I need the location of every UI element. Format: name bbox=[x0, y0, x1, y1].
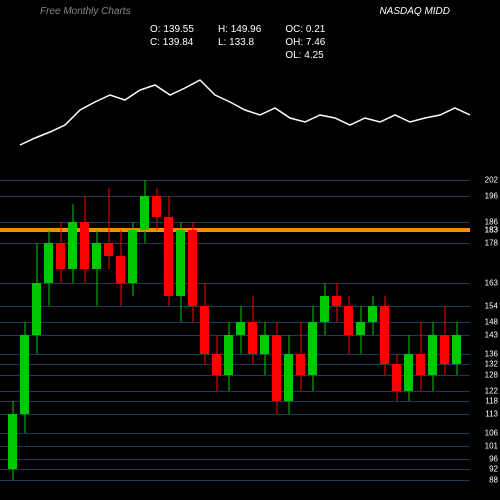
ohlc-h: H: 149.96 bbox=[218, 24, 261, 35]
header-right-text: NASDAQ MIDD bbox=[379, 6, 450, 17]
y-axis-label: 178 bbox=[485, 239, 498, 248]
y-axis-label: 106 bbox=[485, 428, 498, 437]
gridline bbox=[0, 354, 470, 355]
y-axis-label: 92 bbox=[489, 465, 498, 474]
chart-header: Free Monthly Charts NASDAQ MIDD bbox=[0, 6, 500, 17]
y-axis-label: 118 bbox=[485, 397, 498, 406]
ohlc-oc: OC: 0.21 bbox=[285, 24, 325, 35]
y-axis-label: 96 bbox=[489, 454, 498, 463]
gridline bbox=[0, 283, 470, 284]
gridline bbox=[0, 391, 470, 392]
y-axis-label: 113 bbox=[485, 410, 498, 419]
gridline bbox=[0, 335, 470, 336]
gridline bbox=[0, 414, 470, 415]
y-axis-label: 132 bbox=[485, 360, 498, 369]
gridline bbox=[0, 469, 470, 470]
gridline bbox=[0, 306, 470, 307]
ohlc-oh: OH: 7.46 bbox=[285, 37, 325, 48]
y-axis-label: 101 bbox=[485, 441, 498, 450]
y-axis-label: 143 bbox=[485, 331, 498, 340]
gridline bbox=[0, 196, 470, 197]
y-axis-label: 202 bbox=[485, 176, 498, 185]
gridline bbox=[0, 480, 470, 481]
y-axis-label: 148 bbox=[485, 318, 498, 327]
y-axis-label: 136 bbox=[485, 349, 498, 358]
gridline bbox=[0, 433, 470, 434]
y-axis-label: 183 bbox=[485, 226, 498, 235]
line-chart bbox=[0, 60, 470, 160]
header-left-text: Free Monthly Charts bbox=[40, 6, 131, 17]
ohlc-panel: O: 139.55 H: 149.96 OC: 0.21 C: 139.84 L… bbox=[150, 24, 325, 61]
y-axis-label: 196 bbox=[485, 191, 498, 200]
gridline bbox=[0, 180, 470, 181]
y-axis-label: 186 bbox=[485, 218, 498, 227]
ohlc-o: O: 139.55 bbox=[150, 24, 194, 35]
ohlc-c: C: 139.84 bbox=[150, 37, 194, 48]
gridline bbox=[0, 401, 470, 402]
gridline bbox=[0, 322, 470, 323]
y-axis-label: 88 bbox=[489, 476, 498, 485]
y-axis-labels: 8892961011061131181221281321361431481541… bbox=[472, 180, 498, 480]
gridline bbox=[0, 446, 470, 447]
candlestick-chart bbox=[0, 180, 470, 480]
y-axis-label: 163 bbox=[485, 278, 498, 287]
gridline bbox=[0, 459, 470, 460]
y-axis-label: 122 bbox=[485, 386, 498, 395]
y-axis-label: 128 bbox=[485, 370, 498, 379]
y-axis-label: 154 bbox=[485, 302, 498, 311]
ohlc-l: L: 133.8 bbox=[218, 37, 261, 48]
